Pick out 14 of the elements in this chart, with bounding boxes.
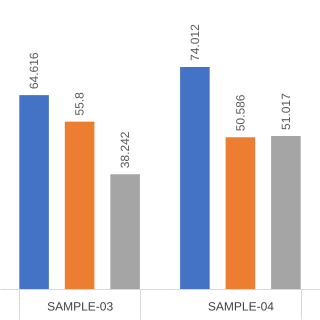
x-tick-label: SAMPLE-03 bbox=[47, 300, 114, 314]
bar bbox=[180, 66, 210, 289]
bar bbox=[110, 174, 140, 289]
data-label: 38.242 bbox=[118, 131, 132, 168]
x-tick-label: SAMPLE-04 bbox=[208, 300, 274, 314]
data-label: 51.017 bbox=[278, 92, 293, 130]
bar bbox=[271, 136, 301, 289]
data-label: 64.616 bbox=[27, 52, 42, 90]
data-label: 55.8 bbox=[72, 92, 87, 116]
data-label: 50.586 bbox=[233, 94, 248, 132]
bar bbox=[64, 122, 94, 289]
bar bbox=[226, 137, 256, 289]
bar bbox=[19, 95, 49, 289]
data-label: 74.012 bbox=[188, 24, 202, 61]
